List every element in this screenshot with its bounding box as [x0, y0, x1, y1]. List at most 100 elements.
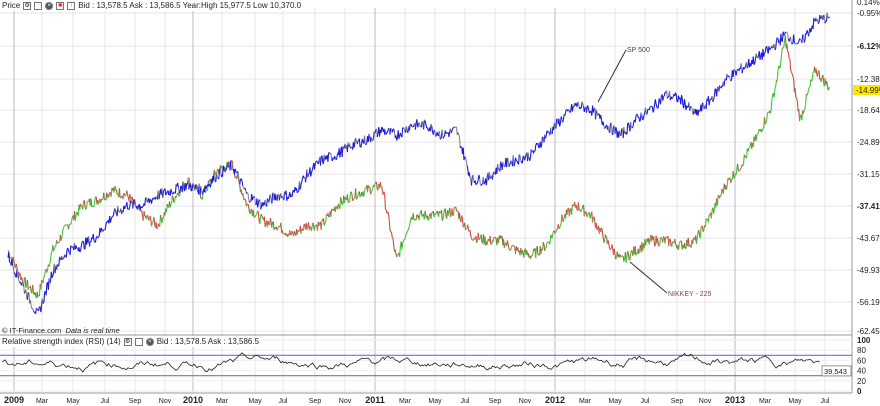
nikkei-line-segment [600, 227, 603, 231]
sp500-line-segment [380, 127, 383, 134]
nikkei-line-segment [124, 194, 127, 197]
sp500-line-segment [730, 79, 733, 82]
sp500-line-segment [705, 98, 708, 110]
sp500-line-segment [364, 135, 366, 145]
sp500-line-segment [458, 137, 461, 148]
nikkei-line-segment [613, 248, 616, 255]
nikkei-line-segment [778, 65, 780, 68]
close-icon[interactable]: × [145, 337, 154, 346]
nikkei-line-segment [581, 205, 584, 210]
nikkei-line-segment [250, 208, 253, 211]
nikkei-line-segment [638, 249, 641, 255]
sp500-line-segment [356, 141, 359, 145]
rsi-tick-label: 80 [857, 346, 866, 355]
nikkei-line-segment [300, 228, 303, 234]
nikkei-line-segment [157, 223, 160, 226]
sp500-line-segment [701, 102, 704, 105]
sp500-line-segment [465, 159, 468, 166]
sp500-line-segment [476, 182, 478, 185]
nikkei-line-segment [269, 217, 272, 223]
sp500-line-segment [33, 311, 36, 314]
sp500-line-segment [234, 168, 237, 172]
nikkei-line-segment [108, 192, 111, 198]
sp500-line-segment [216, 172, 218, 178]
close-icon[interactable]: × [45, 1, 54, 10]
sp500-line-segment [587, 106, 590, 111]
nikkei-line-segment [464, 222, 467, 230]
sp500-line-segment [67, 247, 70, 252]
sp500-line-segment [757, 55, 760, 59]
nikkei-line-segment [356, 196, 359, 200]
sp500-line-segment [200, 186, 203, 190]
buy-icon[interactable]: ↑ [67, 1, 76, 10]
nikkei-line-segment [330, 208, 333, 217]
sp500-line-segment [18, 281, 21, 284]
sp500-line-segment [683, 99, 686, 105]
sp500-line-segment [660, 96, 662, 105]
sp500-line-segment [410, 123, 413, 127]
nikkei-line-segment [50, 250, 53, 254]
nikkei-line-segment [648, 240, 651, 245]
sp500-line-segment [583, 108, 586, 113]
nikkei-line-segment [764, 122, 767, 125]
sp500-line-segment [386, 131, 389, 134]
sp500-line-segment [82, 241, 85, 250]
sp500-line-segment [783, 34, 786, 36]
sp500-line-segment [441, 129, 444, 139]
nikkei-line-segment [441, 209, 443, 221]
sp500-line-segment [114, 208, 117, 211]
sp500-line-segment [17, 274, 20, 279]
rsi-line [1, 352, 820, 373]
y-tick-label: 0.14% [857, 0, 880, 7]
sp500-line-segment [786, 32, 788, 34]
sp500-line-segment [353, 142, 356, 148]
sp500-line-segment [631, 126, 634, 129]
wrench-icon[interactable]: ⚙ [23, 1, 32, 10]
sp500-line-segment [577, 101, 580, 107]
x-tick-label: Nov [699, 398, 712, 405]
sp500-line-segment [296, 191, 299, 194]
nikkei-line-segment [807, 89, 810, 94]
nikkei-line-segment [811, 71, 814, 79]
sp500-line-segment [185, 183, 188, 190]
sp500-line-segment [589, 110, 591, 114]
sp500-line-segment [469, 177, 472, 181]
nikkei-line-segment [114, 185, 117, 189]
window-icon[interactable] [134, 337, 143, 346]
rsi-tick-label: 20 [857, 377, 866, 386]
nikkei-line-segment [343, 197, 346, 204]
window-icon[interactable] [34, 1, 43, 10]
sp500-line-segment [776, 37, 779, 39]
nikkei-line-segment [120, 196, 123, 199]
sp500-line-segment [218, 170, 221, 179]
sp500-line-segment [485, 177, 488, 186]
rsi-tick-label: 0 [857, 387, 862, 396]
sp500-line-segment [755, 53, 758, 58]
nikkei-line-segment [470, 235, 472, 239]
x-tick-label: Sep [129, 398, 142, 405]
nikkei-line-segment [509, 249, 512, 251]
sell-icon[interactable]: ✱ [56, 1, 65, 10]
nikkei-line-segment [324, 221, 327, 224]
nikkei-line-segment [795, 96, 798, 99]
sp500-line-segment [630, 121, 632, 128]
nikkei-line-segment [328, 216, 330, 218]
nikkei-line-segment [441, 219, 444, 222]
sp500-line-segment [527, 152, 530, 158]
nikkei-line-segment [76, 211, 78, 214]
nikkei-line-segment [70, 217, 73, 222]
wrench-icon[interactable]: ⚙ [123, 337, 132, 346]
sp500-line-segment [435, 134, 437, 137]
nikkei-line-segment [561, 214, 564, 220]
nikkei-line-segment [808, 85, 811, 88]
nikkei-line-segment [420, 210, 423, 217]
sp500-line-segment [806, 30, 809, 34]
sp500-line-segment [492, 171, 495, 175]
nikkei-label: NIKKEY - 225 [668, 291, 712, 298]
sp500-line-segment [766, 46, 769, 51]
sp500-line-segment [423, 119, 426, 122]
sp500-line-segment [800, 39, 802, 41]
nikkei-line-segment [671, 241, 674, 247]
nikkei-line-segment [41, 279, 43, 283]
nikkei-line-segment [716, 195, 719, 206]
